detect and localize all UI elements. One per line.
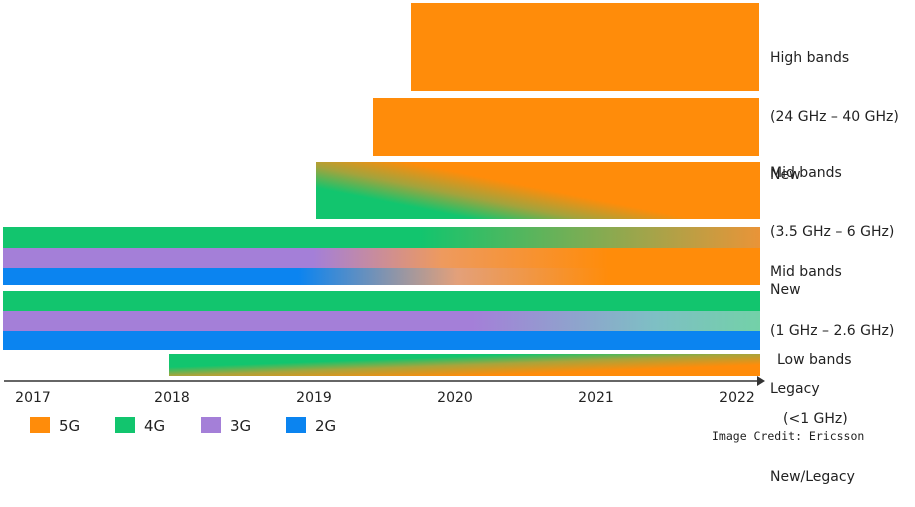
band-label-mid-legacy-line3: Legacy (770, 381, 820, 397)
band-label-high-line3: New (770, 167, 801, 183)
band-label-low-line1: Low bands (777, 352, 852, 368)
image-credit: Image Credit: Ericsson (712, 429, 865, 443)
bar-mid-bands-legacy-2g (3, 268, 760, 285)
band-label-mid-legacy: Mid bands (1 GHz – 2.6 GHz) Legacy (770, 224, 894, 419)
x-tick-label-2019: 2019 (296, 390, 332, 406)
spectrum-timeline-chart: 2017 2018 2019 2020 2021 2022 5G 4G 3G 2G (3, 3, 765, 435)
x-tick-label-2017: 2017 (15, 390, 51, 406)
x-tick-label-2020: 2020 (437, 390, 473, 406)
legend-label-5g: 5G (59, 417, 80, 435)
bar-mid-bands-new-4g-to-5g (316, 162, 760, 219)
x-axis-arrowhead (757, 376, 765, 386)
x-tick-label-2018: 2018 (154, 390, 190, 406)
bar-low-bands-2g (3, 331, 760, 350)
legend-swatch-3g (201, 417, 221, 433)
bar-mid-bands-legacy-4g (3, 227, 760, 248)
x-axis-ticks: 2017 2018 2019 2020 2021 2022 (15, 390, 755, 406)
band-label-mid-new-line1: Mid bands (770, 165, 842, 181)
legend-swatch-2g (286, 417, 306, 433)
legend: 5G 4G 3G 2G (30, 417, 336, 435)
band-label-high: High bands (24 GHz – 40 GHz) New (770, 10, 899, 205)
legend-label-4g: 4G (144, 417, 165, 435)
band-label-low-line2: (<1 GHz) (783, 410, 848, 427)
band-label-mid-new: Mid bands (3.5 GHz – 6 GHz) New (770, 125, 894, 320)
band-label-high-line2: (24 GHz – 40 GHz) (770, 108, 899, 125)
band-label-low: Low bands (<1 GHz) New/Legacy (770, 312, 855, 507)
bar-low-bands-3g (3, 311, 760, 331)
legend-label-3g: 3G (230, 417, 251, 435)
x-tick-label-2022: 2022 (719, 390, 755, 406)
band-label-low-line3: New/Legacy (770, 469, 855, 485)
band-label-high-line1: High bands (770, 50, 850, 66)
band-label-mid-new-line3: New (770, 282, 801, 298)
legend-label-2g: 2G (315, 417, 336, 435)
legend-swatch-5g (30, 417, 50, 433)
band-label-mid-legacy-line2: (1 GHz – 2.6 GHz) (770, 322, 895, 339)
bar-low-bands-new-4g-to-5g (169, 354, 760, 376)
bar-high-bands-5g (411, 3, 759, 91)
bar-mid-bands-legacy-3g (3, 248, 760, 268)
legend-swatch-4g (115, 417, 135, 433)
x-tick-label-2021: 2021 (578, 390, 614, 406)
bar-mid-bands-new-5g (373, 98, 759, 156)
band-label-mid-new-line2: (3.5 GHz – 6 GHz) (770, 223, 895, 240)
band-label-mid-legacy-line1: Mid bands (770, 264, 842, 280)
bar-low-bands-4g (3, 291, 760, 311)
